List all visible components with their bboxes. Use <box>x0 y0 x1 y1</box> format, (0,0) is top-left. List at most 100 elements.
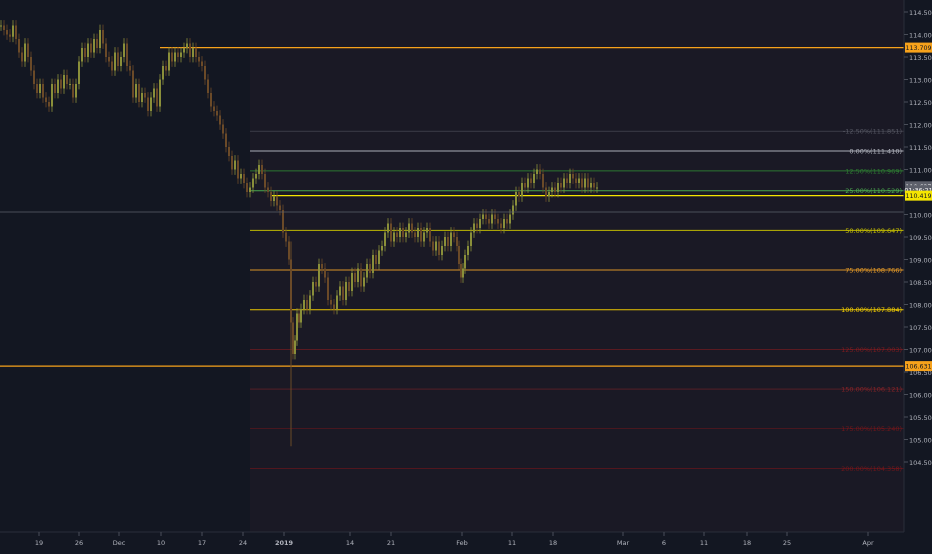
candle-body <box>312 282 314 296</box>
candle-body <box>453 232 455 237</box>
candle-body <box>159 79 161 107</box>
candle-body <box>165 66 167 71</box>
candle-body <box>12 25 14 37</box>
candle-body <box>533 174 535 183</box>
candle-body <box>500 223 502 228</box>
candle-body <box>298 313 300 323</box>
candle-body <box>438 241 440 255</box>
candle-body <box>494 214 496 219</box>
candle-body <box>503 219 505 228</box>
date-tick-label: 24 <box>239 539 247 547</box>
candle-body <box>462 268 464 278</box>
candle-body <box>105 43 107 57</box>
candle-body <box>360 268 362 287</box>
candle-body <box>460 264 462 278</box>
time-axis[interactable]: 19 26 Dec 10 17 24 2019 14 21 Feb 11 18 Mar 6 11 18 25 Ap… <box>35 532 874 547</box>
fib-level-label: 200.00%(104.358) <box>841 465 902 473</box>
date-tick-label: Dec <box>113 539 126 547</box>
candle-body <box>581 178 583 188</box>
candle-body <box>282 210 284 233</box>
candle-body <box>171 52 173 62</box>
candle-body <box>57 79 59 93</box>
candle-body <box>557 183 559 192</box>
price-axis[interactable]: 114.500 114.000 113.500 113.000 112.500 112.0… <box>904 9 932 467</box>
candle-body <box>273 196 275 201</box>
date-tick-label: 10 <box>157 539 165 547</box>
price-tick-label: 114.000 <box>909 32 932 40</box>
candle-body <box>456 237 458 246</box>
candle-body <box>192 48 194 57</box>
candle-body <box>458 246 460 264</box>
price-tick-label: 113.000 <box>909 77 932 85</box>
candle-body <box>292 322 294 354</box>
date-tick-label: 11 <box>700 539 708 547</box>
candle-body <box>390 223 392 242</box>
candle-body <box>132 70 134 98</box>
candle-body <box>168 52 170 71</box>
candle-body <box>264 174 266 188</box>
shaded-fib-zone <box>250 0 904 532</box>
candle-body <box>381 246 383 251</box>
candle-body <box>524 183 526 188</box>
candle-body <box>539 169 541 174</box>
candle-body <box>6 30 8 35</box>
candle-body <box>222 124 224 134</box>
candle-body <box>33 70 35 84</box>
price-tick-label: 114.500 <box>909 9 932 17</box>
candle-body <box>246 183 248 192</box>
candle-body <box>3 25 5 30</box>
candle-body <box>467 246 469 255</box>
candle-body <box>345 282 347 300</box>
candle-body <box>180 52 182 57</box>
horizontal-lines[interactable] <box>0 46 904 367</box>
candle-body <box>24 43 26 62</box>
current-price-tag-bg <box>905 190 932 201</box>
candle-body <box>399 228 401 237</box>
candle-body <box>560 183 562 188</box>
candle-body <box>81 48 83 62</box>
candle-body <box>294 340 296 354</box>
candle-body <box>117 52 119 66</box>
candle-body <box>330 300 332 305</box>
candle-body <box>243 174 245 183</box>
candle-body <box>252 178 254 188</box>
price-tick-label: 112.500 <box>909 99 932 107</box>
candle-body <box>354 273 356 282</box>
fib-level-label: -12.50%(111.851) <box>843 128 902 136</box>
candle-body <box>207 79 209 93</box>
date-tick-label: 6 <box>662 539 666 547</box>
candle-body <box>506 219 508 224</box>
candle-body <box>551 187 553 192</box>
candle-body <box>42 84 44 98</box>
price-tick-label: 113.500 <box>909 54 932 62</box>
candle-body <box>51 84 53 107</box>
candle-body <box>78 61 80 84</box>
candle-body <box>554 187 556 192</box>
candle-body <box>521 183 523 197</box>
candle-body <box>99 30 101 48</box>
candle-body <box>21 52 23 62</box>
support-price-tag: 106.631 <box>905 364 931 371</box>
candle-body <box>464 255 466 269</box>
fib-retracement[interactable]: -12.50%(111.851) 0.00%(111.410) 12.50%(110… <box>250 128 904 473</box>
candle-body <box>396 232 398 237</box>
fib-level-label: 25.00%(110.529) <box>845 187 902 195</box>
candle-body <box>357 268 359 282</box>
candle-body <box>515 192 517 206</box>
candle-body <box>575 178 577 183</box>
candle-body <box>470 232 472 246</box>
candle-body <box>195 48 197 57</box>
candle-body <box>270 192 272 201</box>
candle-body <box>111 61 113 71</box>
candle-body <box>135 84 137 98</box>
candle-body <box>444 237 446 246</box>
candle-body <box>18 39 20 53</box>
candle-body <box>342 286 344 300</box>
price-tick-label: 107.500 <box>909 324 932 332</box>
fib-level-label: 12.50%(110.969) <box>845 167 902 175</box>
candle-body <box>114 52 116 71</box>
date-tick-label: 26 <box>75 539 83 547</box>
candle-body <box>488 219 490 224</box>
